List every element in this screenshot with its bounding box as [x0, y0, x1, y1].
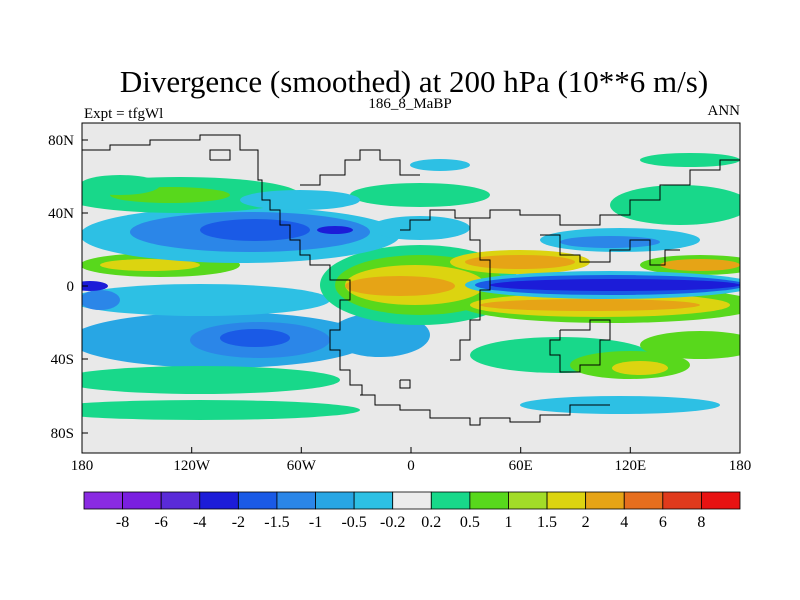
colorbar-label-5: -1 [309, 514, 322, 531]
contour-sh-high-cyan [520, 396, 720, 414]
colorbar-box-14 [623, 491, 664, 510]
lon-label-120w: 120W [173, 458, 211, 474]
contour-nh-subtropic-core [200, 219, 310, 241]
colorbar-box-0 [83, 491, 123, 510]
colorbar-label-11: 1.5 [537, 514, 557, 531]
colorbar-label-1: -6 [155, 514, 168, 531]
lon-label-180e: 180 [729, 458, 752, 474]
outline-asia [470, 159, 740, 226]
lon-label-120e: 120E [614, 458, 646, 474]
contour-sh-tropic-cyan [82, 284, 330, 316]
contour-sh-east-green [640, 331, 740, 359]
colorbar-label-0: -8 [116, 514, 129, 531]
colorbar-label-4: -1.5 [264, 514, 289, 531]
lat-label-40n: 40N [48, 206, 74, 222]
colorbar-box-4 [237, 491, 278, 510]
colorbar-label-13: 4 [620, 514, 628, 531]
outline-australia [549, 319, 611, 373]
lat-label-80n: 80N [48, 133, 74, 149]
contour-eq-nh-orange [465, 255, 575, 269]
colorbar-label-10: 1 [504, 514, 512, 531]
lon-label-0: 0 [407, 458, 415, 474]
contour-sh-band-green [82, 366, 340, 394]
contour-eq-conv-darkblue [490, 279, 740, 291]
outline-patagonia-island [399, 379, 411, 389]
contour-sh-subtropic-orange [480, 299, 700, 311]
contour-nh-mid-green-atlantic [350, 183, 490, 207]
lon-label-60e: 60E [509, 458, 533, 474]
colorbar-box-5 [276, 491, 316, 510]
map-title: Divergence (smoothed) at 200 hPa (10**6 … [120, 64, 708, 99]
lat-label-0: 0 [67, 279, 75, 295]
contour-eq-orange [345, 276, 455, 296]
contour-nh-polar-green-west [82, 175, 160, 195]
colorbar-box-13 [585, 491, 625, 510]
colorbar-label-14: 6 [659, 514, 667, 531]
colorbar-label-12: 2 [582, 514, 590, 531]
colorbar-label-2: -4 [193, 514, 206, 531]
contour-nh-polar-green [640, 153, 740, 167]
colorbar-label-7: -0.2 [380, 514, 405, 531]
outline-europe-africa [400, 209, 491, 361]
contour-sh-tropic-blue-west [82, 290, 120, 310]
outline-south-america [318, 264, 363, 395]
colorbar-box-12 [546, 491, 587, 510]
contour-eq-west-pacific-yellow [100, 259, 200, 271]
contour-nh-high-cyan [240, 190, 360, 210]
longitude-axis: 180 120W 60W 0 60E 120E 180 [71, 447, 752, 474]
divergence-contours [82, 153, 740, 420]
contour-sh-east-pacific-conv-peak [220, 329, 290, 347]
season-label: ANN [708, 103, 741, 119]
contour-nh-subtropic-peak [317, 226, 353, 234]
lat-label-40s: 40S [51, 352, 74, 368]
contour-eq-west-darkblue [82, 281, 108, 291]
colorbar-box-2 [160, 491, 201, 510]
lon-label-60w: 60W [287, 458, 317, 474]
contour-nh-asia-blue [560, 236, 660, 248]
lon-label-180w: 180 [71, 458, 94, 474]
contour-nh-mid-green-east [610, 185, 740, 225]
contour-sh-high-green [82, 400, 360, 420]
outline-antarctica [360, 394, 610, 426]
outline-north-america [82, 134, 318, 266]
contour-sh-indian-yellow [612, 361, 668, 375]
contour-nh-atlantic-cyan [370, 216, 470, 240]
map-plot-area [81, 122, 741, 454]
period-label: 186_8_MaBP [368, 96, 451, 112]
experiment-label: Expt = tfgWl [84, 106, 163, 122]
colorbar-box-9 [430, 491, 471, 510]
colorbar-box-10 [469, 491, 509, 510]
colorbar-box-1 [122, 491, 162, 510]
colorbar-box-6 [315, 491, 355, 510]
contour-nh-polar-cyan [410, 159, 470, 171]
outline-greenland [209, 149, 231, 161]
colorbar-box-16 [701, 491, 741, 510]
colorbar: -8 -6 -4 -2 -1.5 -1 -0.5 -0.2 0.2 0.5 1 1.5 2 4 6 8 [83, 491, 741, 531]
latitude-axis: 80N 40N 0 40S 80S [48, 133, 88, 442]
outline-south-asia [540, 234, 680, 266]
colorbar-label-15: 8 [697, 514, 705, 531]
continent-outlines [82, 134, 740, 426]
colorbar-box-3 [199, 491, 239, 510]
contour-eq-far-east-orange [660, 259, 740, 271]
lat-label-80s: 80S [51, 426, 74, 442]
colorbar-box-11 [508, 491, 548, 510]
colorbar-label-6: -0.5 [341, 514, 366, 531]
colorbar-label-8: 0.2 [421, 514, 441, 531]
colorbar-box-7 [353, 491, 394, 510]
colorbar-label-9: 0.5 [460, 514, 480, 531]
colorbar-box-8 [392, 491, 432, 510]
colorbar-label-3: -2 [232, 514, 245, 531]
colorbar-box-15 [662, 491, 702, 510]
outline-arctic [300, 149, 420, 186]
